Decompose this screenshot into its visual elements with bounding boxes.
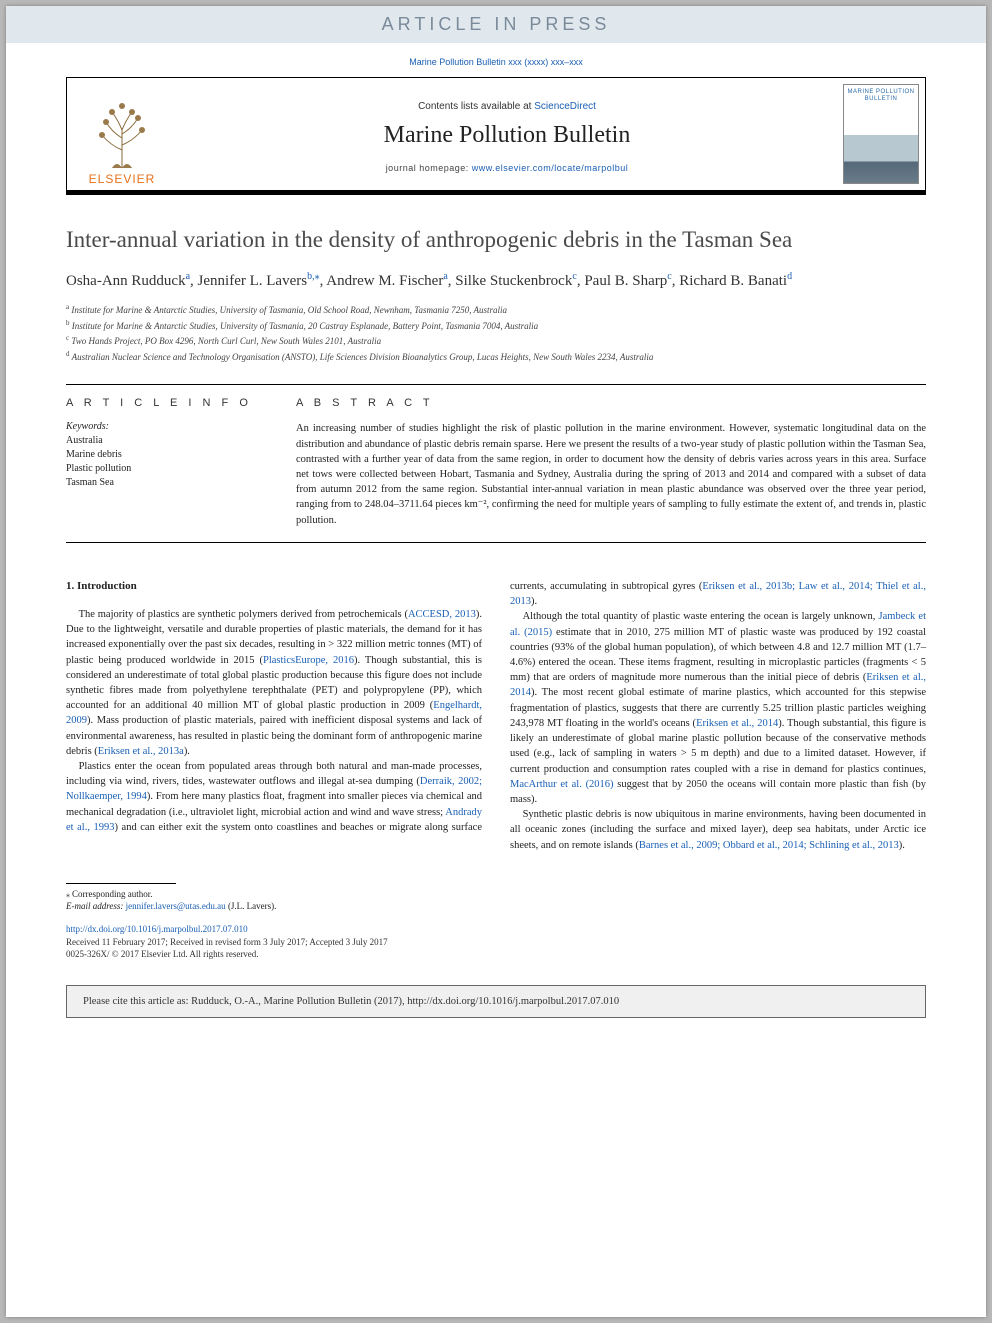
- sciencedirect-link[interactable]: ScienceDirect: [534, 101, 596, 112]
- email-line: E-mail address: jennifer.lavers@utas.edu…: [66, 900, 926, 913]
- body-paragraph: The majority of plastics are synthetic p…: [66, 607, 482, 759]
- publisher-name: ELSEVIER: [89, 172, 156, 186]
- cover-title: MARINE POLLUTION BULLETIN: [844, 85, 918, 107]
- article-in-press-banner: ARTICLE IN PRESS: [6, 6, 986, 43]
- homepage-prefix: journal homepage:: [386, 163, 472, 173]
- keyword: Australia: [66, 434, 266, 448]
- text-run: ).: [184, 746, 190, 757]
- citation-link[interactable]: Eriksen et al., 2014: [696, 718, 778, 729]
- email-name: (J.L. Lavers).: [226, 901, 277, 911]
- contents-prefix: Contents lists available at: [418, 101, 534, 112]
- elsevier-tree-icon: [82, 90, 162, 170]
- text-run: ).: [531, 596, 537, 607]
- corresponding-author-note: Corresponding author.: [66, 888, 926, 901]
- footnote-rule: [66, 883, 176, 884]
- article-title: Inter-annual variation in the density of…: [66, 225, 926, 255]
- keyword: Plastic pollution: [66, 462, 266, 476]
- footer-notes: Corresponding author. E-mail address: je…: [66, 883, 926, 961]
- keywords-list: AustraliaMarine debrisPlastic pollutionT…: [66, 434, 266, 490]
- text-run: Although the total quantity of plastic w…: [523, 611, 879, 622]
- copyright-line: 0025-326X/ © 2017 Elsevier Ltd. All righ…: [66, 948, 926, 961]
- citation-link[interactable]: Barnes et al., 2009; Obbard et al., 2014…: [639, 840, 899, 851]
- body-paragraph: Although the total quantity of plastic w…: [510, 609, 926, 807]
- publisher-logo-cell: ELSEVIER: [67, 78, 177, 190]
- divider-rule: [66, 542, 926, 543]
- abstract-heading: A B S T R A C T: [296, 397, 926, 409]
- citation-link[interactable]: MacArthur et al. (2016): [510, 779, 614, 790]
- email-link[interactable]: jennifer.lavers@utas.edu.au: [126, 901, 226, 911]
- info-abstract-row: A R T I C L E I N F O Keywords: Australi…: [66, 385, 926, 542]
- journal-name: Marine Pollution Bulletin: [384, 122, 631, 149]
- section-heading-introduction: 1. Introduction: [66, 579, 482, 595]
- keyword: Marine debris: [66, 448, 266, 462]
- author-list: Osha-Ann Rudducka, Jennifer L. Laversb,⁎…: [66, 269, 926, 293]
- citation-link[interactable]: Eriksen et al., 2013a: [98, 746, 184, 757]
- journal-homepage-line: journal homepage: www.elsevier.com/locat…: [386, 163, 629, 173]
- article-content: Inter-annual variation in the density of…: [6, 195, 986, 971]
- keywords-label: Keywords:: [66, 421, 266, 432]
- header-doi-line: Marine Pollution Bulletin xxx (xxxx) xxx…: [6, 43, 986, 77]
- body-paragraph: Synthetic plastic debris is now ubiquito…: [510, 807, 926, 853]
- journal-cover-cell: MARINE POLLUTION BULLETIN: [837, 78, 925, 190]
- body-columns: 1. Introduction The majority of plastics…: [66, 579, 926, 853]
- cite-this-article-box: Please cite this article as: Rudduck, O.…: [66, 985, 926, 1018]
- journal-cover-thumbnail: MARINE POLLUTION BULLETIN: [843, 84, 919, 184]
- doi-link[interactable]: http://dx.doi.org/10.1016/j.marpolbul.20…: [66, 924, 248, 934]
- affiliation-list: a Institute for Marine & Antarctic Studi…: [66, 302, 926, 364]
- text-run: ).: [899, 840, 905, 851]
- cover-image: [844, 135, 918, 183]
- email-label: E-mail address:: [66, 901, 126, 911]
- abstract-text: An increasing number of studies highligh…: [296, 421, 926, 528]
- page: ARTICLE IN PRESS Marine Pollution Bullet…: [6, 6, 986, 1317]
- citation-link[interactable]: ACCESD, 2013: [408, 609, 476, 620]
- contents-available-line: Contents lists available at ScienceDirec…: [418, 101, 596, 112]
- text-run: estimate that in 2010, 275 million MT of…: [510, 627, 926, 684]
- journal-homepage-link[interactable]: www.elsevier.com/locate/marpolbul: [472, 163, 629, 173]
- article-info-heading: A R T I C L E I N F O: [66, 397, 266, 409]
- article-info-column: A R T I C L E I N F O Keywords: Australi…: [66, 397, 266, 528]
- citation-link[interactable]: PlasticsEurope, 2016: [263, 655, 354, 666]
- abstract-column: A B S T R A C T An increasing number of …: [296, 397, 926, 528]
- masthead: ELSEVIER Contents lists available at Sci…: [66, 77, 926, 191]
- received-dates: Received 11 February 2017; Received in r…: [66, 936, 926, 949]
- text-run: The majority of plastics are synthetic p…: [79, 609, 408, 620]
- masthead-center: Contents lists available at ScienceDirec…: [177, 78, 837, 190]
- keyword: Tasman Sea: [66, 476, 266, 490]
